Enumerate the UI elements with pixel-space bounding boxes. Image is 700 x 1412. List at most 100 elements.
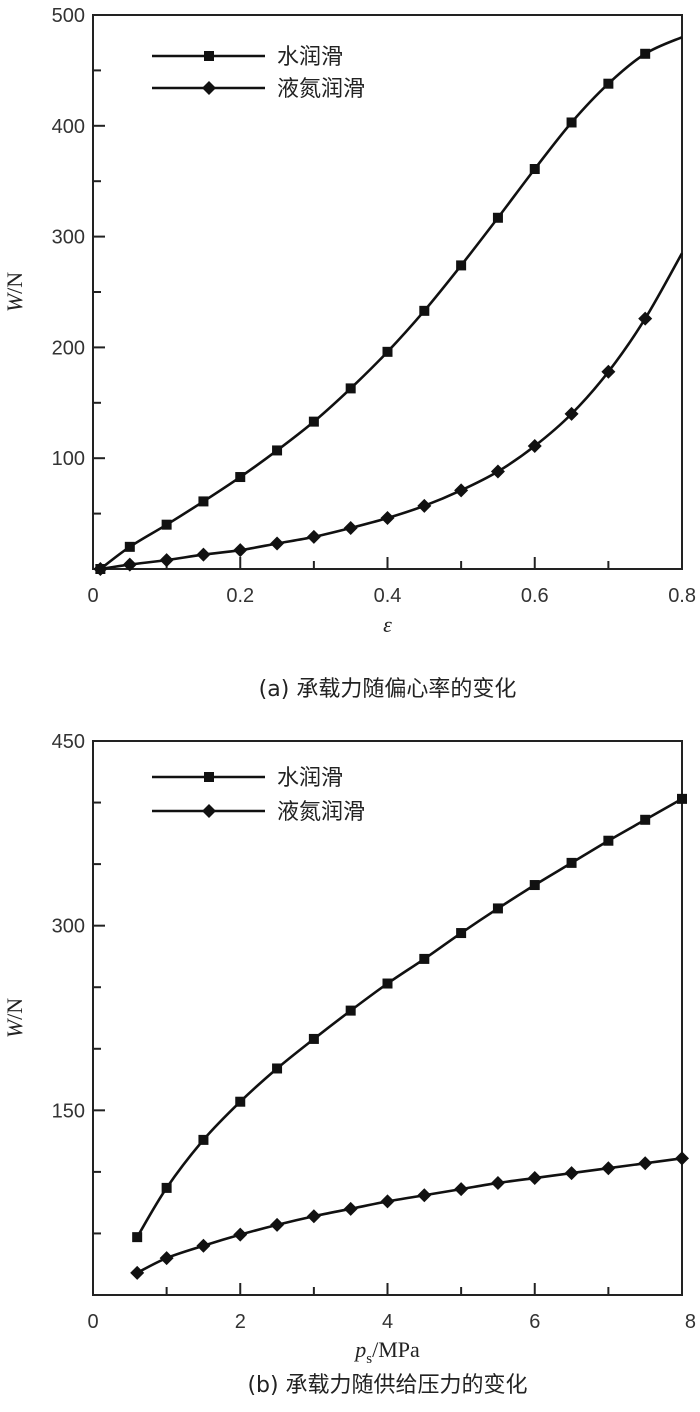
legend-marker [204, 51, 214, 61]
data-point [529, 880, 540, 891]
legend-marker [204, 772, 214, 782]
data-point [233, 1227, 248, 1242]
data-point [527, 1171, 542, 1186]
data-point [603, 78, 614, 89]
y-tick-label: 500 [52, 5, 85, 27]
x-axis-label: ε [383, 612, 392, 637]
data-point [638, 311, 653, 326]
data-point [601, 364, 616, 379]
data-point [159, 553, 174, 568]
x-tick-label: 8 [685, 1311, 696, 1333]
legend-entry: 水润滑 [152, 45, 343, 70]
data-point [419, 305, 430, 316]
data-point [130, 1265, 145, 1280]
x-tick-label: 0 [87, 585, 98, 607]
chart-panel-b: 150 300 450 0 2 4 6 8 W/N ps/MPa (b) 承载力随供给压力的变化 水润… [2, 731, 696, 1398]
data-point [454, 483, 469, 498]
data-point [270, 536, 285, 551]
data-point [233, 543, 248, 558]
legend-label: 液氮润滑 [277, 800, 365, 825]
y-axis-label: W/N [2, 272, 27, 312]
legend-marker [202, 81, 216, 95]
data-point [343, 1201, 358, 1216]
data-point [382, 346, 393, 357]
data-point [603, 835, 614, 846]
data-point [417, 1188, 432, 1203]
legend-entry: 液氮润滑 [152, 77, 365, 102]
data-point [132, 1232, 143, 1243]
legend-entry: 水润滑 [152, 766, 343, 791]
data-point [675, 1151, 689, 1166]
data-point [272, 1063, 283, 1074]
x-tick-label: 0.8 [668, 585, 696, 607]
data-point [122, 557, 137, 572]
figure-caption: (a) 承载力随偏心率的变化 [259, 677, 517, 702]
data-point [564, 1166, 579, 1181]
x-tick-label: 6 [529, 1311, 540, 1333]
series-line [136, 797, 683, 1238]
data-point [490, 464, 505, 479]
series-liquid-nitrogen [93, 252, 684, 576]
data-point [161, 519, 172, 530]
x-tick-label: 0.6 [521, 585, 549, 607]
data-point [345, 383, 356, 394]
x-tick-label: 4 [382, 1311, 393, 1333]
legend-marker [202, 804, 216, 818]
data-point [380, 511, 395, 526]
data-point [382, 978, 393, 989]
y-tick-label: 300 [52, 916, 85, 938]
data-point [529, 164, 540, 175]
data-point [93, 562, 108, 576]
data-point [640, 48, 651, 59]
data-point [272, 445, 283, 456]
legend-label: 液氮润滑 [277, 77, 365, 102]
data-point [306, 1209, 321, 1224]
data-point [235, 472, 246, 483]
data-point [196, 547, 211, 562]
data-point [640, 814, 651, 825]
data-point [419, 953, 430, 964]
x-tick-label: 0 [87, 1311, 98, 1333]
data-point [343, 521, 358, 536]
data-point [456, 260, 467, 271]
data-point [490, 1175, 505, 1190]
data-point [527, 439, 542, 454]
y-tick-label: 300 [52, 227, 85, 249]
data-point [454, 1182, 469, 1197]
data-point [566, 857, 577, 868]
data-point [456, 928, 467, 939]
x-tick-label: 2 [235, 1311, 246, 1333]
y-axis-label: W/N [2, 998, 27, 1038]
plot-frame [92, 740, 683, 1296]
series-liquid-nitrogen [130, 1151, 689, 1280]
y-tick-label: 400 [52, 116, 85, 138]
data-point [124, 541, 135, 552]
data-point [677, 793, 687, 804]
series-water [95, 35, 683, 574]
y-tick-label: 200 [52, 337, 85, 359]
series-line [100, 252, 684, 571]
data-point [196, 1238, 211, 1253]
data-point [638, 1156, 653, 1171]
data-point [601, 1161, 616, 1176]
series-line [136, 1157, 683, 1275]
data-point [270, 1217, 285, 1232]
x-tick-label: 0.4 [374, 585, 402, 607]
x-tick-label: 0.2 [226, 585, 254, 607]
series-line [99, 35, 683, 571]
data-point [161, 1182, 172, 1193]
x-axis-label: ps/MPa [353, 1337, 420, 1367]
data-point [306, 529, 321, 544]
data-point [198, 1134, 209, 1145]
data-point [308, 1033, 319, 1044]
figure-caption: (b) 承载力随供给压力的变化 [247, 1373, 527, 1398]
y-tick-label: 100 [52, 448, 85, 470]
data-point [566, 117, 577, 128]
chart-panel-a: 100 200 300 400 500 0 0.2 0.4 0.6 0.8 W/N ε (a) 承载力随… [2, 5, 696, 702]
data-point [492, 903, 503, 914]
legend-label: 水润滑 [277, 45, 343, 70]
data-point [345, 1005, 356, 1016]
data-point [417, 498, 432, 513]
data-point [492, 212, 503, 223]
